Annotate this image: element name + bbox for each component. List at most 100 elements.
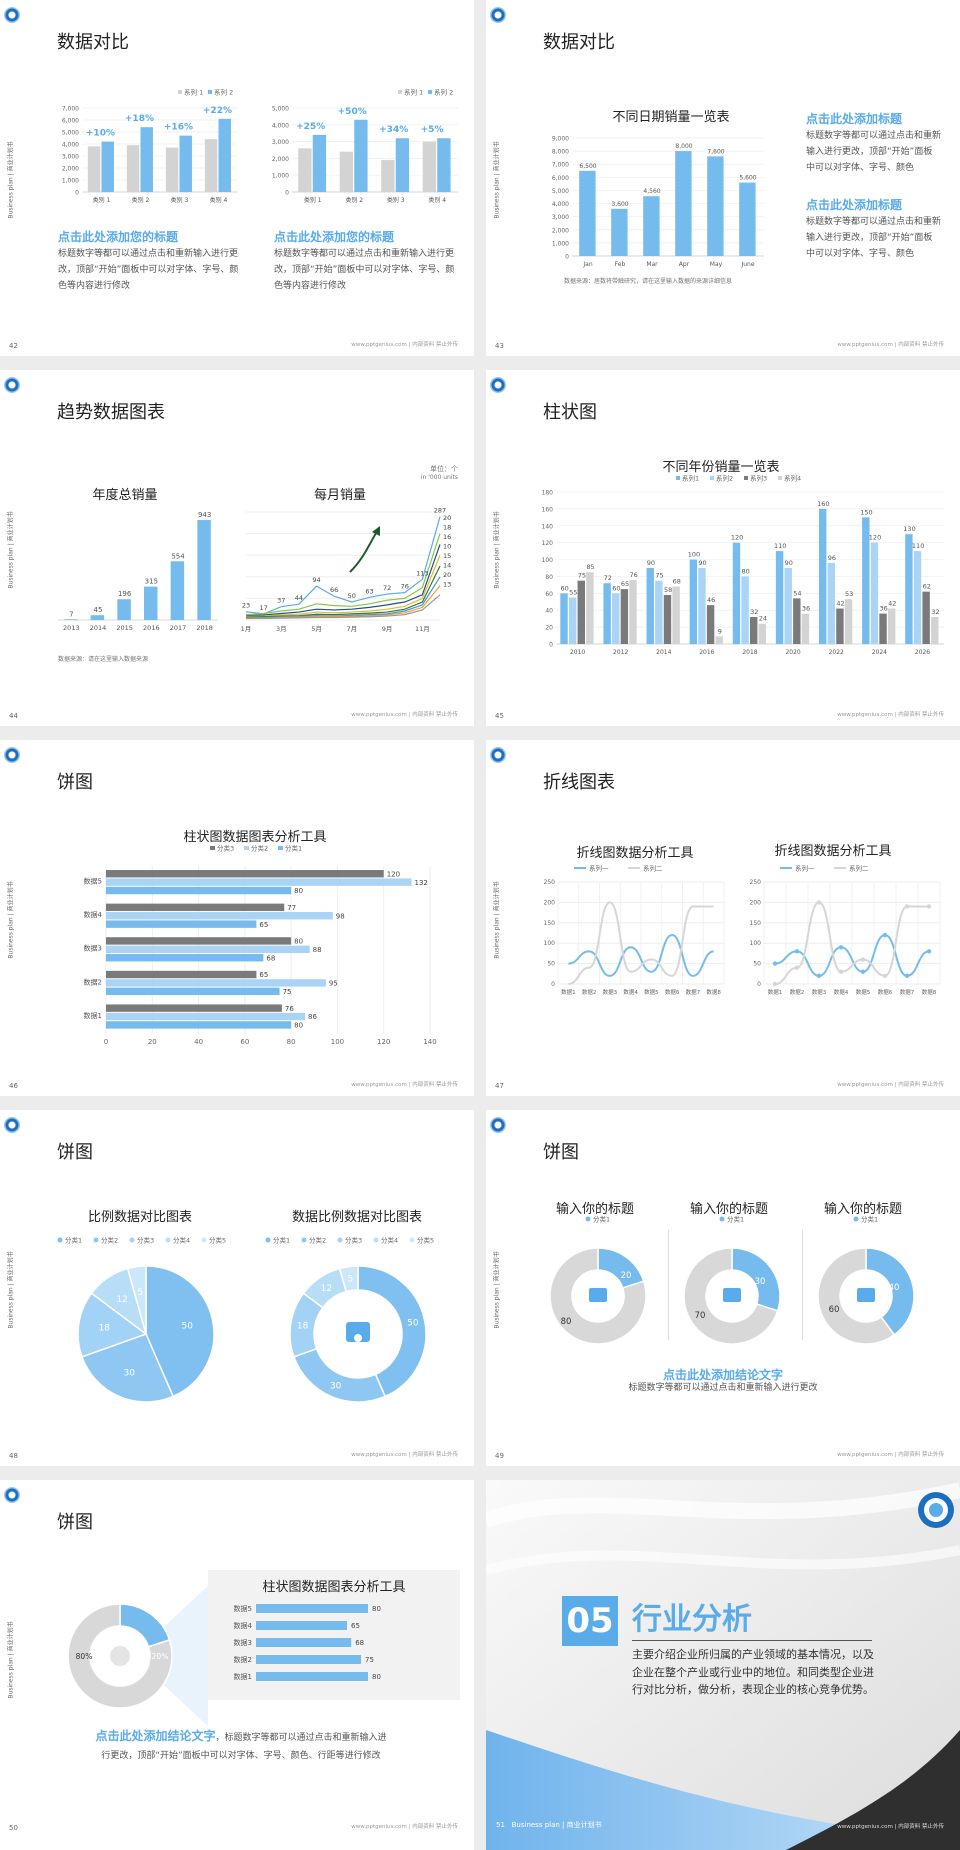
bar: [611, 208, 628, 256]
slide-43[interactable]: Business plan | 商业计划书 数据对比 不同日期销量一览表 0 1,…: [486, 0, 960, 356]
legend-swatch: [778, 476, 782, 480]
chart-title-left: 折线图数据分析工具: [576, 846, 694, 861]
data-label: 50: [348, 592, 356, 600]
legend-label: 分类1: [727, 1215, 744, 1224]
logo-icon: [4, 377, 20, 393]
slide-48[interactable]: Business plan | 商业计划书 饼图 比例数据对比图表 数据比例数据…: [0, 1110, 474, 1466]
data-label: 98: [336, 912, 345, 920]
data-point: [794, 965, 800, 970]
slide-44[interactable]: Business plan | 商业计划书 趋势数据图表 年度总销量 每月销量 …: [0, 370, 474, 726]
people-icon: [110, 1646, 130, 1666]
slide-49[interactable]: Business plan | 商业计划书 饼图 输入你的标题 输入你的标题 输…: [486, 1110, 960, 1466]
legend-label: 分类1: [593, 1215, 610, 1224]
bar: [579, 170, 596, 256]
legend-label: 分类2: [309, 1236, 326, 1245]
x-tick-label: 2024: [872, 649, 887, 656]
y-tick-label: 40: [545, 608, 553, 615]
bar: [887, 608, 896, 644]
page-number: 47: [495, 1082, 504, 1090]
legend-swatch: [244, 846, 249, 850]
y-tick-label: 数据4: [234, 1621, 253, 1630]
page-number: 45: [495, 712, 504, 720]
y-tick-label: 140: [542, 523, 554, 530]
chart-s42b: 0 1,000 2,000 3,000 4,000 5,000 类别 1 +25% 类别 2 +5…: [272, 88, 458, 204]
data-label: 42: [836, 600, 844, 608]
logo-icon: [490, 377, 506, 393]
x-tick-label: 140: [423, 1038, 436, 1046]
y-tick-label: 1,000: [272, 173, 289, 180]
slide-42[interactable]: Business plan | 商业计划书 数据对比 0 1,000 2,000 3,…: [0, 0, 474, 356]
x-tick-label: 40: [194, 1038, 203, 1046]
body-1: 标题数字等都可以通过点击和重新输入进行更改，顶部“开始”面板中可以对字体、字号、…: [806, 131, 942, 174]
legend-swatch: [853, 1216, 859, 1222]
bar: [256, 1655, 361, 1664]
slide-title: 饼图: [57, 1142, 93, 1163]
bar: [106, 954, 264, 962]
bar: [106, 979, 326, 987]
slide-title: 饼图: [57, 772, 93, 793]
data-label: 30: [123, 1369, 135, 1379]
slide-46[interactable]: Business plan | 商业计划书 饼图 柱状图数据图表分析工具 0 20…: [0, 740, 474, 1096]
data-label: 315: [145, 578, 158, 586]
y-tick-label: 4,000: [272, 122, 289, 129]
x-tick-label: 类别 4: [210, 196, 228, 204]
trend-arrow-head: [372, 526, 380, 536]
chart-note: 数据来源：居数将带触研究，请在这里输入数据的来源详细信息: [564, 278, 733, 285]
data-point: [926, 904, 932, 909]
data-label: 80: [294, 1022, 303, 1030]
change-annotation: +22%: [203, 106, 232, 116]
section-title: 行业分析: [632, 1602, 752, 1637]
data-label: 17: [259, 604, 267, 612]
slide-title: 趋势数据图表: [57, 402, 165, 423]
data-label: 96: [828, 554, 836, 562]
y-tick-label: 0: [757, 981, 761, 988]
data-label: 24: [759, 615, 767, 623]
slide-51[interactable]: 05 行业分析 主要介绍企业所归属的产业领域的基本情况，以及企业在整个产业或行业…: [486, 1480, 960, 1850]
x-tick-label: 类别 1: [93, 196, 111, 204]
footer: www.pptgenius.com | 内部资料 禁止外传: [351, 1082, 458, 1088]
x-tick-label: 2014: [656, 649, 671, 656]
bar: [706, 605, 715, 644]
slide-title: 饼图: [543, 1142, 579, 1163]
x-tick-label: 80: [287, 1038, 296, 1046]
series-end-label: 16: [443, 533, 451, 541]
side-label: Business plan | 商业计划书: [7, 511, 15, 589]
y-tick-label: 160: [542, 506, 554, 513]
data-label: 110: [912, 542, 924, 550]
legend-swatch: [409, 1237, 415, 1243]
logo-icon: [490, 7, 506, 23]
slide-50[interactable]: Business plan | 商业计划书 饼图 80% 20% 柱状图数据图表分…: [0, 1480, 474, 1850]
conclusion-body: 标题数字等都可以通过点击和重新输入进行更改: [628, 1383, 818, 1393]
legend-label: 分类1: [65, 1236, 82, 1245]
data-label: 75: [283, 988, 292, 996]
bar: [256, 1604, 368, 1613]
slide-47[interactable]: Business plan | 商业计划书 折线图表 折线图数据分析工具 折线图…: [486, 740, 960, 1096]
legend-label: 系列2: [716, 474, 733, 483]
footer: www.pptgenius.com | 内部资料 禁止外传: [837, 712, 944, 718]
people-icon: [589, 1288, 607, 1302]
legend-swatch: [301, 1237, 307, 1243]
change-annotation: +34%: [379, 125, 408, 135]
page-number: 49: [495, 1452, 504, 1460]
data-label: 20%: [152, 1652, 169, 1661]
x-tick-label: 数据7: [900, 988, 915, 996]
data-label: 36: [880, 605, 888, 613]
x-tick-label: 数据3: [812, 988, 827, 996]
data-label: 18: [297, 1322, 309, 1332]
x-tick-label: 120: [377, 1038, 390, 1046]
data-point: [772, 981, 778, 987]
footer: www.pptgenius.com | 内部资料 禁止外传: [837, 1824, 944, 1830]
bar: [741, 576, 749, 644]
data-label: 95: [329, 980, 338, 988]
slide-45[interactable]: Business plan | 商业计划书 柱状图 不同年份销量一览表 0 20 4…: [486, 370, 960, 726]
data-label: 54: [793, 589, 801, 597]
x-tick-label: Jan: [582, 261, 592, 268]
chart-title: 柱状图数据图表分析工具: [262, 1580, 406, 1595]
data-point: [816, 973, 822, 979]
bar: [879, 613, 887, 644]
bar: [106, 886, 292, 895]
chart-note: 数据来源：请在这里输入数据来源: [58, 656, 149, 663]
subtitle-2: 点击此处添加标题: [806, 198, 903, 212]
x-tick-label: Feb: [615, 261, 626, 268]
legend-label: 分类3: [137, 1236, 154, 1245]
